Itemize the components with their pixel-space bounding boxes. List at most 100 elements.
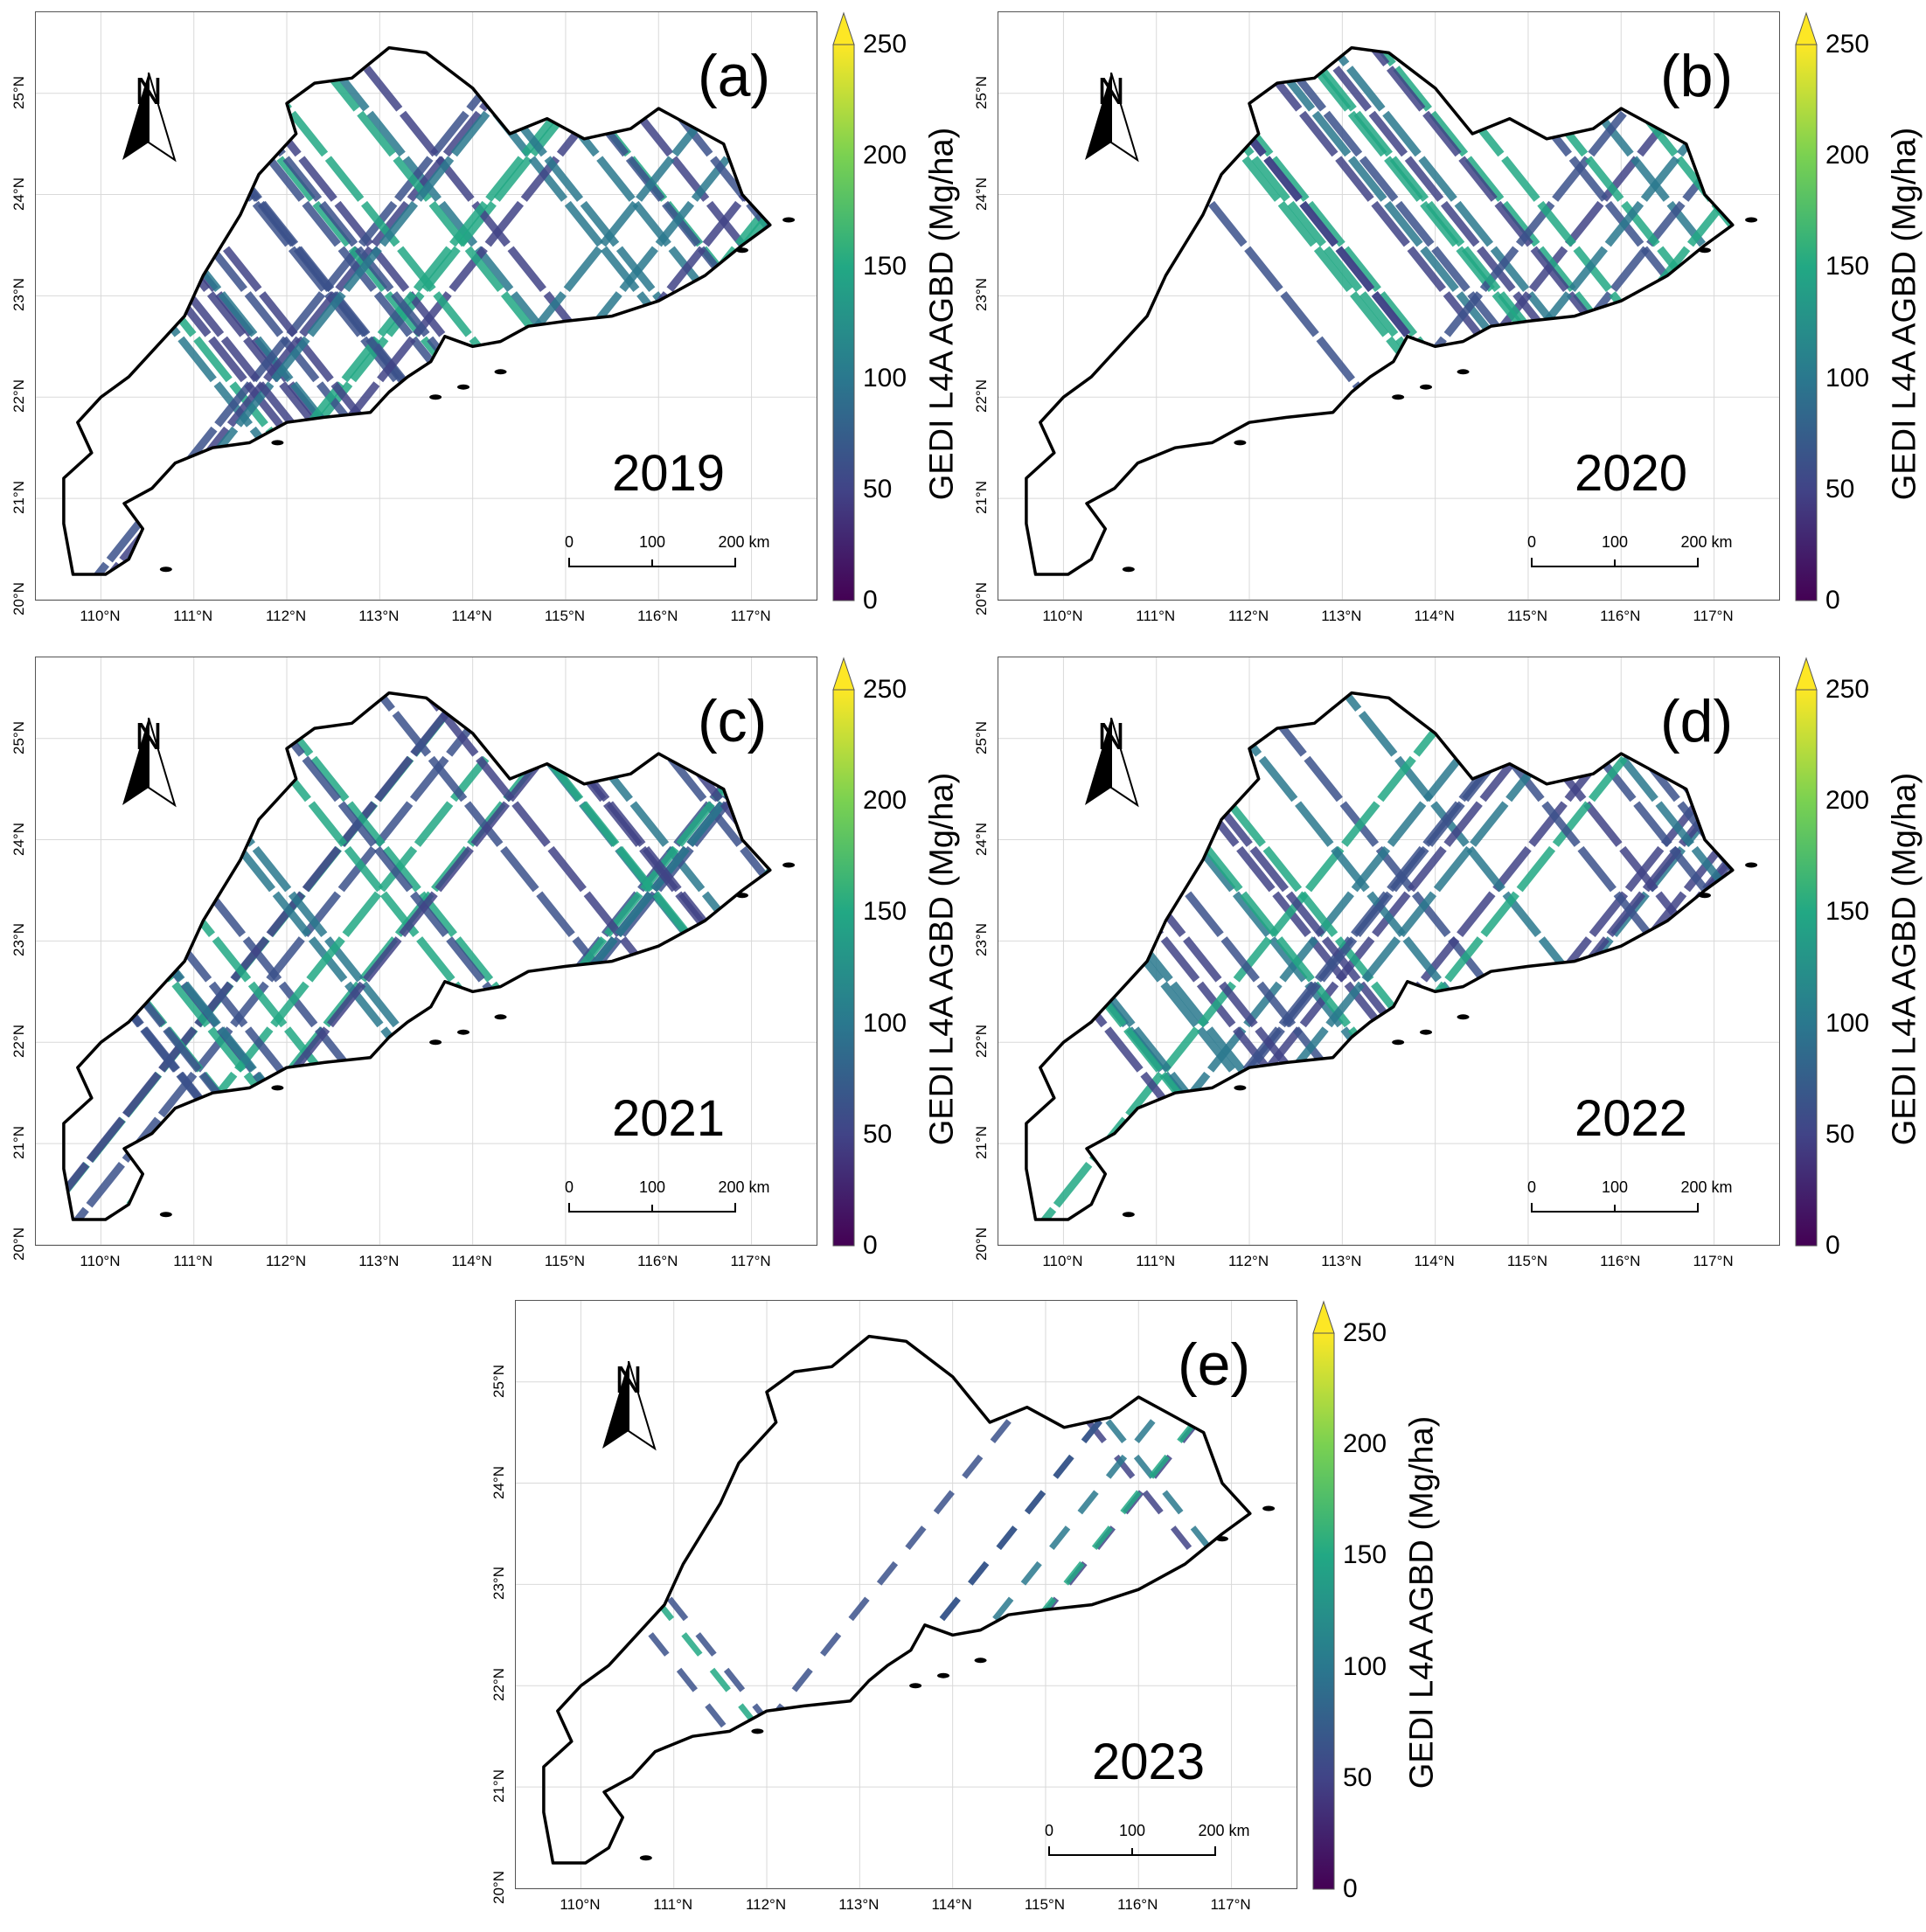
gedi-track	[110, 692, 643, 1220]
gedi-track	[1728, 692, 1733, 1220]
north-arrow: N	[598, 1361, 659, 1501]
island	[457, 1029, 470, 1035]
north-arrow-label: N	[135, 70, 163, 113]
island	[457, 384, 470, 390]
gedi-track	[560, 47, 770, 575]
gedi-track	[1269, 1301, 1297, 1888]
island	[909, 1683, 922, 1689]
province-boundary	[62, 691, 772, 1221]
scale-bar-label: 100	[1601, 533, 1629, 551]
island	[735, 893, 748, 899]
y-tick-label: 21°N	[10, 1126, 27, 1160]
scale-bar-line	[1048, 1846, 1216, 1856]
map-canvas	[998, 657, 1779, 1245]
x-tick-label: 117°N	[1693, 1253, 1734, 1269]
gedi-track	[593, 1336, 1123, 1864]
colorbar-tick-label: 50	[1343, 1762, 1373, 1792]
island	[735, 247, 748, 254]
gedi-track	[63, 47, 498, 575]
x-tick-label: 112°N	[745, 1896, 787, 1913]
scale-bar-label: 100	[638, 533, 666, 551]
scale-bar-label: 0	[564, 533, 574, 551]
island	[937, 1672, 950, 1678]
province-boundary	[542, 1334, 1252, 1865]
colorbar-title: GEDI L4A AGBD (Mg/ha)	[1886, 772, 1923, 1146]
x-tick-label: 114°N	[451, 1253, 492, 1269]
colorbar-title: GEDI L4A AGBD (Mg/ha)	[923, 772, 961, 1146]
x-tick-label: 113°N	[1321, 608, 1362, 624]
colorbar: 0 50 100 150 200 250 GEDI L4A AGBD (Mg/ha)	[1311, 1300, 1443, 1902]
island	[782, 217, 796, 223]
island	[1122, 1212, 1135, 1218]
island	[1457, 369, 1470, 375]
year-label: 2020	[1575, 445, 1688, 502]
scale-bar-label: 200 km	[1198, 1822, 1250, 1839]
x-tick-label: 114°N	[1414, 1253, 1455, 1269]
island	[1392, 394, 1405, 400]
y-tick-label: 21°N	[973, 481, 990, 515]
island	[1234, 1085, 1247, 1091]
gedi-track	[684, 1336, 1215, 1864]
x-tick-label: 113°N	[1321, 1253, 1362, 1269]
y-tick-label: 24°N	[10, 177, 27, 211]
colorbar-tick-label: 50	[863, 1119, 893, 1149]
x-tick-label: 116°N	[1600, 1253, 1641, 1269]
colorbar-tick-label: 0	[1343, 1874, 1358, 1903]
island	[494, 369, 507, 375]
island	[1698, 247, 1711, 254]
x-tick-label: 117°N	[730, 1253, 771, 1269]
island	[782, 862, 796, 868]
colorbar-tick-label: 150	[1343, 1540, 1387, 1570]
colorbar-gradient	[832, 657, 855, 1247]
map-frame	[35, 11, 817, 601]
gedi-track	[543, 1336, 929, 1864]
gedi-track	[543, 1336, 944, 1864]
colorbar-tick-label: 200	[863, 141, 907, 170]
x-tick-label: 113°N	[838, 1896, 880, 1913]
y-tick-label: 24°N	[973, 177, 990, 211]
y-tick-label: 24°N	[10, 822, 27, 856]
x-tick-label: 117°N	[1210, 1896, 1251, 1913]
scale-bar-label: 200 km	[1680, 1178, 1733, 1196]
island	[159, 1212, 172, 1218]
colorbar-tick-label: 150	[863, 252, 907, 281]
colorbar: 0 50 100 150 200 250 GEDI L4A AGBD (Mg/ha)	[831, 657, 963, 1259]
year-label: 2019	[612, 445, 726, 502]
gedi-track	[63, 692, 511, 1220]
colorbar: 0 50 100 150 200 250 GEDI L4A AGBD (Mg/ha)	[831, 11, 963, 614]
gedi-track	[1524, 692, 1733, 1220]
x-tick-label: 115°N	[544, 608, 586, 624]
scale-bar-line	[1531, 1203, 1699, 1213]
colorbar-tick-label: 100	[863, 1008, 907, 1038]
gedi-track	[527, 47, 770, 575]
island	[751, 1728, 764, 1734]
panel-label: (d)	[1660, 688, 1734, 754]
colorbar-title: GEDI L4A AGBD (Mg/ha)	[1886, 127, 1923, 501]
scale-bar-label: 0	[1526, 1178, 1537, 1196]
gedi-track	[1026, 692, 1324, 1220]
x-tick-label: 115°N	[1024, 1896, 1066, 1913]
y-tick-label: 23°N	[10, 923, 27, 957]
island	[1234, 440, 1247, 446]
scale-bar-label: 100	[1601, 1178, 1629, 1196]
panel-label: (a)	[698, 43, 771, 109]
colorbar-tick-label: 250	[863, 30, 907, 59]
north-arrow-label: N	[1097, 715, 1125, 758]
scale-bar-line	[568, 558, 736, 567]
panel-label: (b)	[1660, 43, 1734, 109]
x-tick-label: 115°N	[1506, 608, 1548, 624]
x-tick-label: 117°N	[730, 608, 771, 624]
colorbar-tick-label: 200	[1343, 1429, 1387, 1459]
colorbar-tick-label: 100	[863, 363, 907, 393]
x-tick-label: 110°N	[1042, 608, 1083, 624]
scale-bar: 0 100 200 km	[564, 533, 770, 573]
x-tick-label: 116°N	[1117, 1896, 1158, 1913]
scale-bar: 0 100 200 km	[565, 1178, 770, 1218]
x-tick-label: 115°N	[544, 1253, 586, 1269]
island	[1392, 1039, 1405, 1046]
island	[271, 1085, 284, 1091]
x-tick-label: 112°N	[1227, 608, 1269, 624]
y-tick-label: 24°N	[973, 822, 990, 856]
colorbar-gradient	[1795, 11, 1818, 601]
x-tick-label: 111°N	[173, 1253, 213, 1269]
